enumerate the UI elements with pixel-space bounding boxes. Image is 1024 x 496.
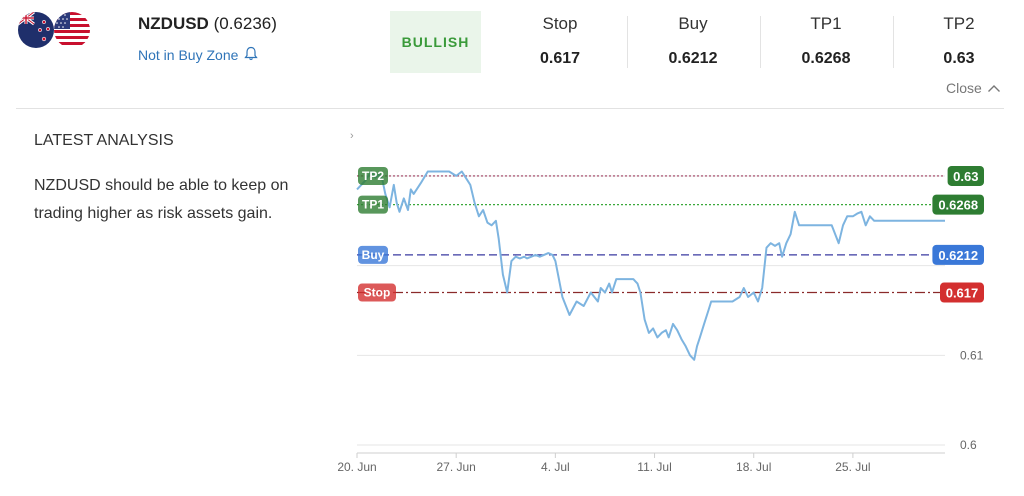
stat-tp2-value: 0.63 [943,50,975,67]
level-value-text: 0.6268 [938,198,978,213]
stat-buy: Buy 0.6212 [638,14,748,68]
stat-divider [627,16,628,68]
level-tag-text: Buy [362,248,385,262]
y-tick-label: 0.6 [960,438,977,452]
stat-tp1: TP1 0.6268 [771,14,881,68]
analysis-heading: LATEST ANALYSIS [34,132,174,149]
x-tick-label: 20. Jun [337,460,376,474]
signal-badge: BULLISH [390,11,481,73]
pair-price: (0.6236) [213,14,277,33]
header-divider [16,108,1004,109]
y-tick-label: 0.61 [960,348,984,362]
currency-pair-flags [18,12,92,48]
analysis-text: NZDUSD should be able to keep on trading… [34,177,289,222]
close-label: Close [946,80,982,96]
level-tag-text: TP2 [362,169,384,183]
level-tag-tp1 [358,195,388,214]
x-tick-label: 27. Jun [436,460,475,474]
pair-title: NZDUSD (0.6236) [138,14,277,34]
stat-tp2-label: TP2 [943,14,975,33]
pair-symbol: NZDUSD [138,14,209,33]
close-button[interactable]: Close [946,80,1001,96]
new-zealand-flag-icon [18,12,54,48]
stat-buy-value: 0.6212 [668,50,718,67]
level-value-text: 0.6212 [938,248,978,263]
chevron-right-icon[interactable]: › [350,130,354,142]
level-value-text: 0.63 [953,169,978,184]
stat-tp1-value: 0.6268 [801,50,851,67]
stat-divider [760,16,761,68]
level-value-badge-stop [940,282,984,303]
level-tag-text: Stop [364,286,391,300]
level-value-badge-buy [932,244,984,265]
x-tick-label: 11. Jul [637,460,671,474]
usa-flag-icon [54,12,90,48]
level-tag-text: TP1 [362,198,384,212]
stat-tp2: TP2 0.63 [904,14,1014,68]
x-tick-label: 18. Jul [736,460,771,474]
price-series-line [356,170,945,361]
level-value-badge-tp2 [947,165,984,186]
x-tick-label: 4. Jul [541,460,570,474]
level-tag-tp2 [358,166,388,185]
stat-stop-label: Stop [542,14,578,33]
level-tag-stop [358,283,396,302]
stat-stop: Stop 0.617 [505,14,615,68]
stat-divider [893,16,894,68]
buy-zone-alert-link[interactable]: Not in Buy Zone [138,46,259,64]
stat-buy-label: Buy [678,14,708,33]
bell-icon [244,46,259,64]
chevron-up-icon [987,80,1001,96]
buy-zone-label: Not in Buy Zone [138,47,239,63]
stat-stop-value: 0.617 [539,50,581,67]
level-value-text: 0.617 [946,286,979,301]
level-value-badge-tp1 [932,194,984,215]
stat-tp1-label: TP1 [810,14,842,33]
x-tick-label: 25. Jul [835,460,870,474]
level-tag-buy [358,245,388,264]
